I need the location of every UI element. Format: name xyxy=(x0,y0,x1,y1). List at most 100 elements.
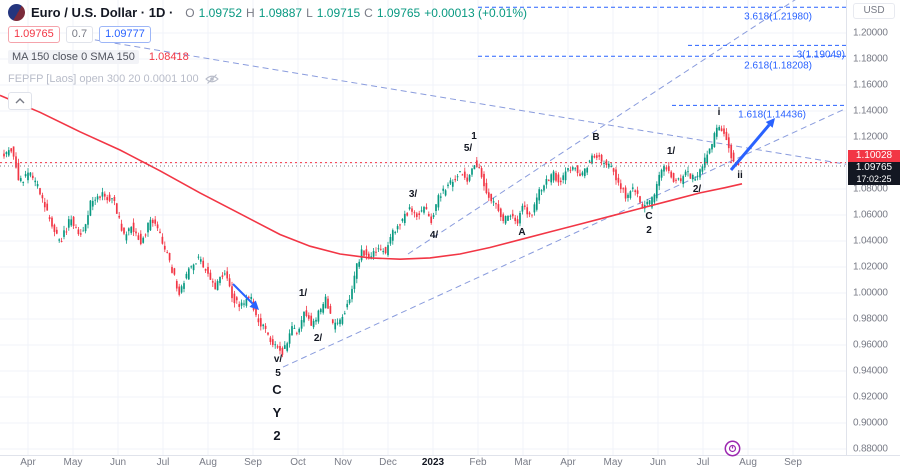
currency-label[interactable]: USD xyxy=(853,3,895,19)
close-value: 1.09765 xyxy=(376,5,421,20)
time-axis-label: May xyxy=(63,457,83,468)
wave-label: v/ xyxy=(274,354,283,365)
indicator-row-ma[interactable]: MA 150 close 0 SMA 150 1.08418 xyxy=(8,48,527,65)
wave-label: 5/ xyxy=(464,143,473,154)
indicator-row-fepfp[interactable]: FEPFP [Laos] open 300 20 0.0001 100 xyxy=(8,70,527,87)
change-value: +0.00013 (+0.01%) xyxy=(424,5,527,20)
eye-hidden-icon[interactable] xyxy=(204,73,219,85)
line-price-badge: 1.10028 xyxy=(848,150,900,162)
time-axis-label: Apr xyxy=(560,457,576,468)
small-down-arrow xyxy=(232,283,254,305)
ask-chip[interactable]: 1.09777 xyxy=(99,26,151,43)
price-axis-label: 1.14000 xyxy=(853,105,888,117)
price-axis-label: 0.90000 xyxy=(853,417,888,429)
quote-row: 1.09765 0.7 1.09777 xyxy=(8,26,527,43)
wave-label: 1 xyxy=(471,131,477,142)
symbol-title[interactable]: Euro / U.S. Dollar · 1D · xyxy=(31,5,174,20)
wave-label: C xyxy=(645,211,652,222)
bid-chip[interactable]: 1.09765 xyxy=(8,26,60,43)
chart-legend: Euro / U.S. Dollar · 1D · O 1.09752 H 1.09… xyxy=(8,4,527,114)
wave-label: 2/ xyxy=(314,333,323,344)
wave-label: A xyxy=(518,227,525,238)
sma-150-line[interactable] xyxy=(0,94,743,261)
price-axis-label: 0.98000 xyxy=(853,313,888,325)
fib-label: 1.618(1.14436) xyxy=(738,109,806,120)
fepfp-indicator-name[interactable]: FEPFP [Laos] open 300 20 0.0001 100 xyxy=(8,72,199,85)
candles-series xyxy=(3,124,740,358)
price-axis-label: 1.18000 xyxy=(853,53,888,65)
time-axis-label: Apr xyxy=(20,457,36,468)
price-axis[interactable]: USD 1.20000 1.18000 1.16000 1.14000 1.12000 1… xyxy=(846,0,900,455)
channel-lower xyxy=(282,107,846,368)
high-value: 1.09887 xyxy=(258,5,303,20)
low-value: 1.09715 xyxy=(316,5,361,20)
wave-label: 4/ xyxy=(430,230,439,241)
time-axis-label: Jun xyxy=(649,457,667,468)
spread-chip[interactable]: 0.7 xyxy=(65,26,94,43)
time-axis-label: 2023 xyxy=(421,457,445,468)
price-axis-label: 0.94000 xyxy=(853,365,888,377)
candlestick-chart[interactable]: 3.618(1.21980) 3(1.19049)2.618(1.18208) 1.… xyxy=(0,0,846,455)
ohlc-readout: O 1.09752 H 1.09887 L 1.09715 C 1.09765 +0.0… xyxy=(185,6,527,20)
open-value: 1.09752 xyxy=(198,5,243,20)
price-axis-label: 1.20000 xyxy=(853,27,888,39)
time-axis-label: May xyxy=(603,457,623,468)
chevron-up-icon xyxy=(15,97,25,103)
countdown-badge: 17:02:25 xyxy=(848,174,900,185)
time-axis-label: Jul xyxy=(696,457,710,468)
time-axis-label: Dec xyxy=(379,457,397,468)
ma-indicator-name[interactable]: MA 150 close 0 SMA 150 xyxy=(8,49,139,64)
last-price-badge: 1.09765 xyxy=(848,162,900,174)
channel-upper xyxy=(407,0,796,255)
wave-label: 1/ xyxy=(667,146,676,157)
big-up-arrow xyxy=(729,123,771,171)
wave-label-large: C xyxy=(272,382,282,397)
wave-label: 2/ xyxy=(693,184,702,195)
ma-indicator-value: 1.08418 xyxy=(148,50,189,63)
price-axis-label: 0.88000 xyxy=(853,443,888,455)
symbol-row[interactable]: Euro / U.S. Dollar · 1D · O 1.09752 H 1.09… xyxy=(8,4,527,21)
fib-label: 3.618(1.21980) xyxy=(744,11,812,22)
price-axis-label: 1.08000 xyxy=(853,183,888,195)
time-axis-label: Aug xyxy=(739,457,757,468)
low-label: L xyxy=(306,5,313,20)
wave-label: 2 xyxy=(646,225,652,236)
time-axis-label: Jul xyxy=(156,457,170,468)
time-axis[interactable]: Apr May Jun Jul Aug Sep Oct Nov Dec 2023 Feb Mar Apr… xyxy=(0,455,900,469)
fib-label: 3(1.19049) xyxy=(797,49,845,60)
time-axis-label: Sep xyxy=(784,457,802,468)
legend-collapse-row xyxy=(8,91,527,110)
price-axis-label: 0.92000 xyxy=(853,391,888,403)
price-axis-label: 1.04000 xyxy=(853,235,888,247)
time-axis-label: Feb xyxy=(469,457,487,468)
symbol-logo-icon xyxy=(8,4,25,21)
close-label: C xyxy=(364,5,373,20)
price-axis-label: 1.02000 xyxy=(853,261,888,273)
time-axis-label: Mar xyxy=(514,457,532,468)
time-axis-label: Oct xyxy=(290,457,306,468)
time-axis-label: Jun xyxy=(109,457,127,468)
wave-label: 1/ xyxy=(299,288,308,299)
fib-levels[interactable]: 3.618(1.21980) 3(1.19049)2.618(1.18208) 1.… xyxy=(478,6,846,120)
downtrend-line xyxy=(84,37,846,165)
time-axis-label: Nov xyxy=(334,457,352,468)
high-label: H xyxy=(246,5,255,20)
open-label: O xyxy=(185,5,195,20)
price-axis-label: 1.00000 xyxy=(853,287,888,299)
wave-label: B xyxy=(592,132,599,143)
price-axis-label: 1.06000 xyxy=(853,209,888,221)
event-circle-icon[interactable] xyxy=(724,440,741,462)
fib-label: 2.618(1.18208) xyxy=(744,60,812,71)
collapse-indicators-button[interactable] xyxy=(8,91,32,110)
wave-label: 5 xyxy=(275,368,281,379)
wave-label: 3/ xyxy=(409,189,418,200)
trend-lines[interactable] xyxy=(84,0,846,368)
arrow-drawings[interactable] xyxy=(232,118,775,310)
price-axis-label: 1.12000 xyxy=(853,131,888,143)
wave-label: ii xyxy=(737,170,743,181)
wave-label: i xyxy=(718,107,721,118)
price-axis-label: 0.96000 xyxy=(853,339,888,351)
chart-pane[interactable]: 3.618(1.21980) 3(1.19049) 2.618(1.18208) 1.… xyxy=(0,0,846,455)
